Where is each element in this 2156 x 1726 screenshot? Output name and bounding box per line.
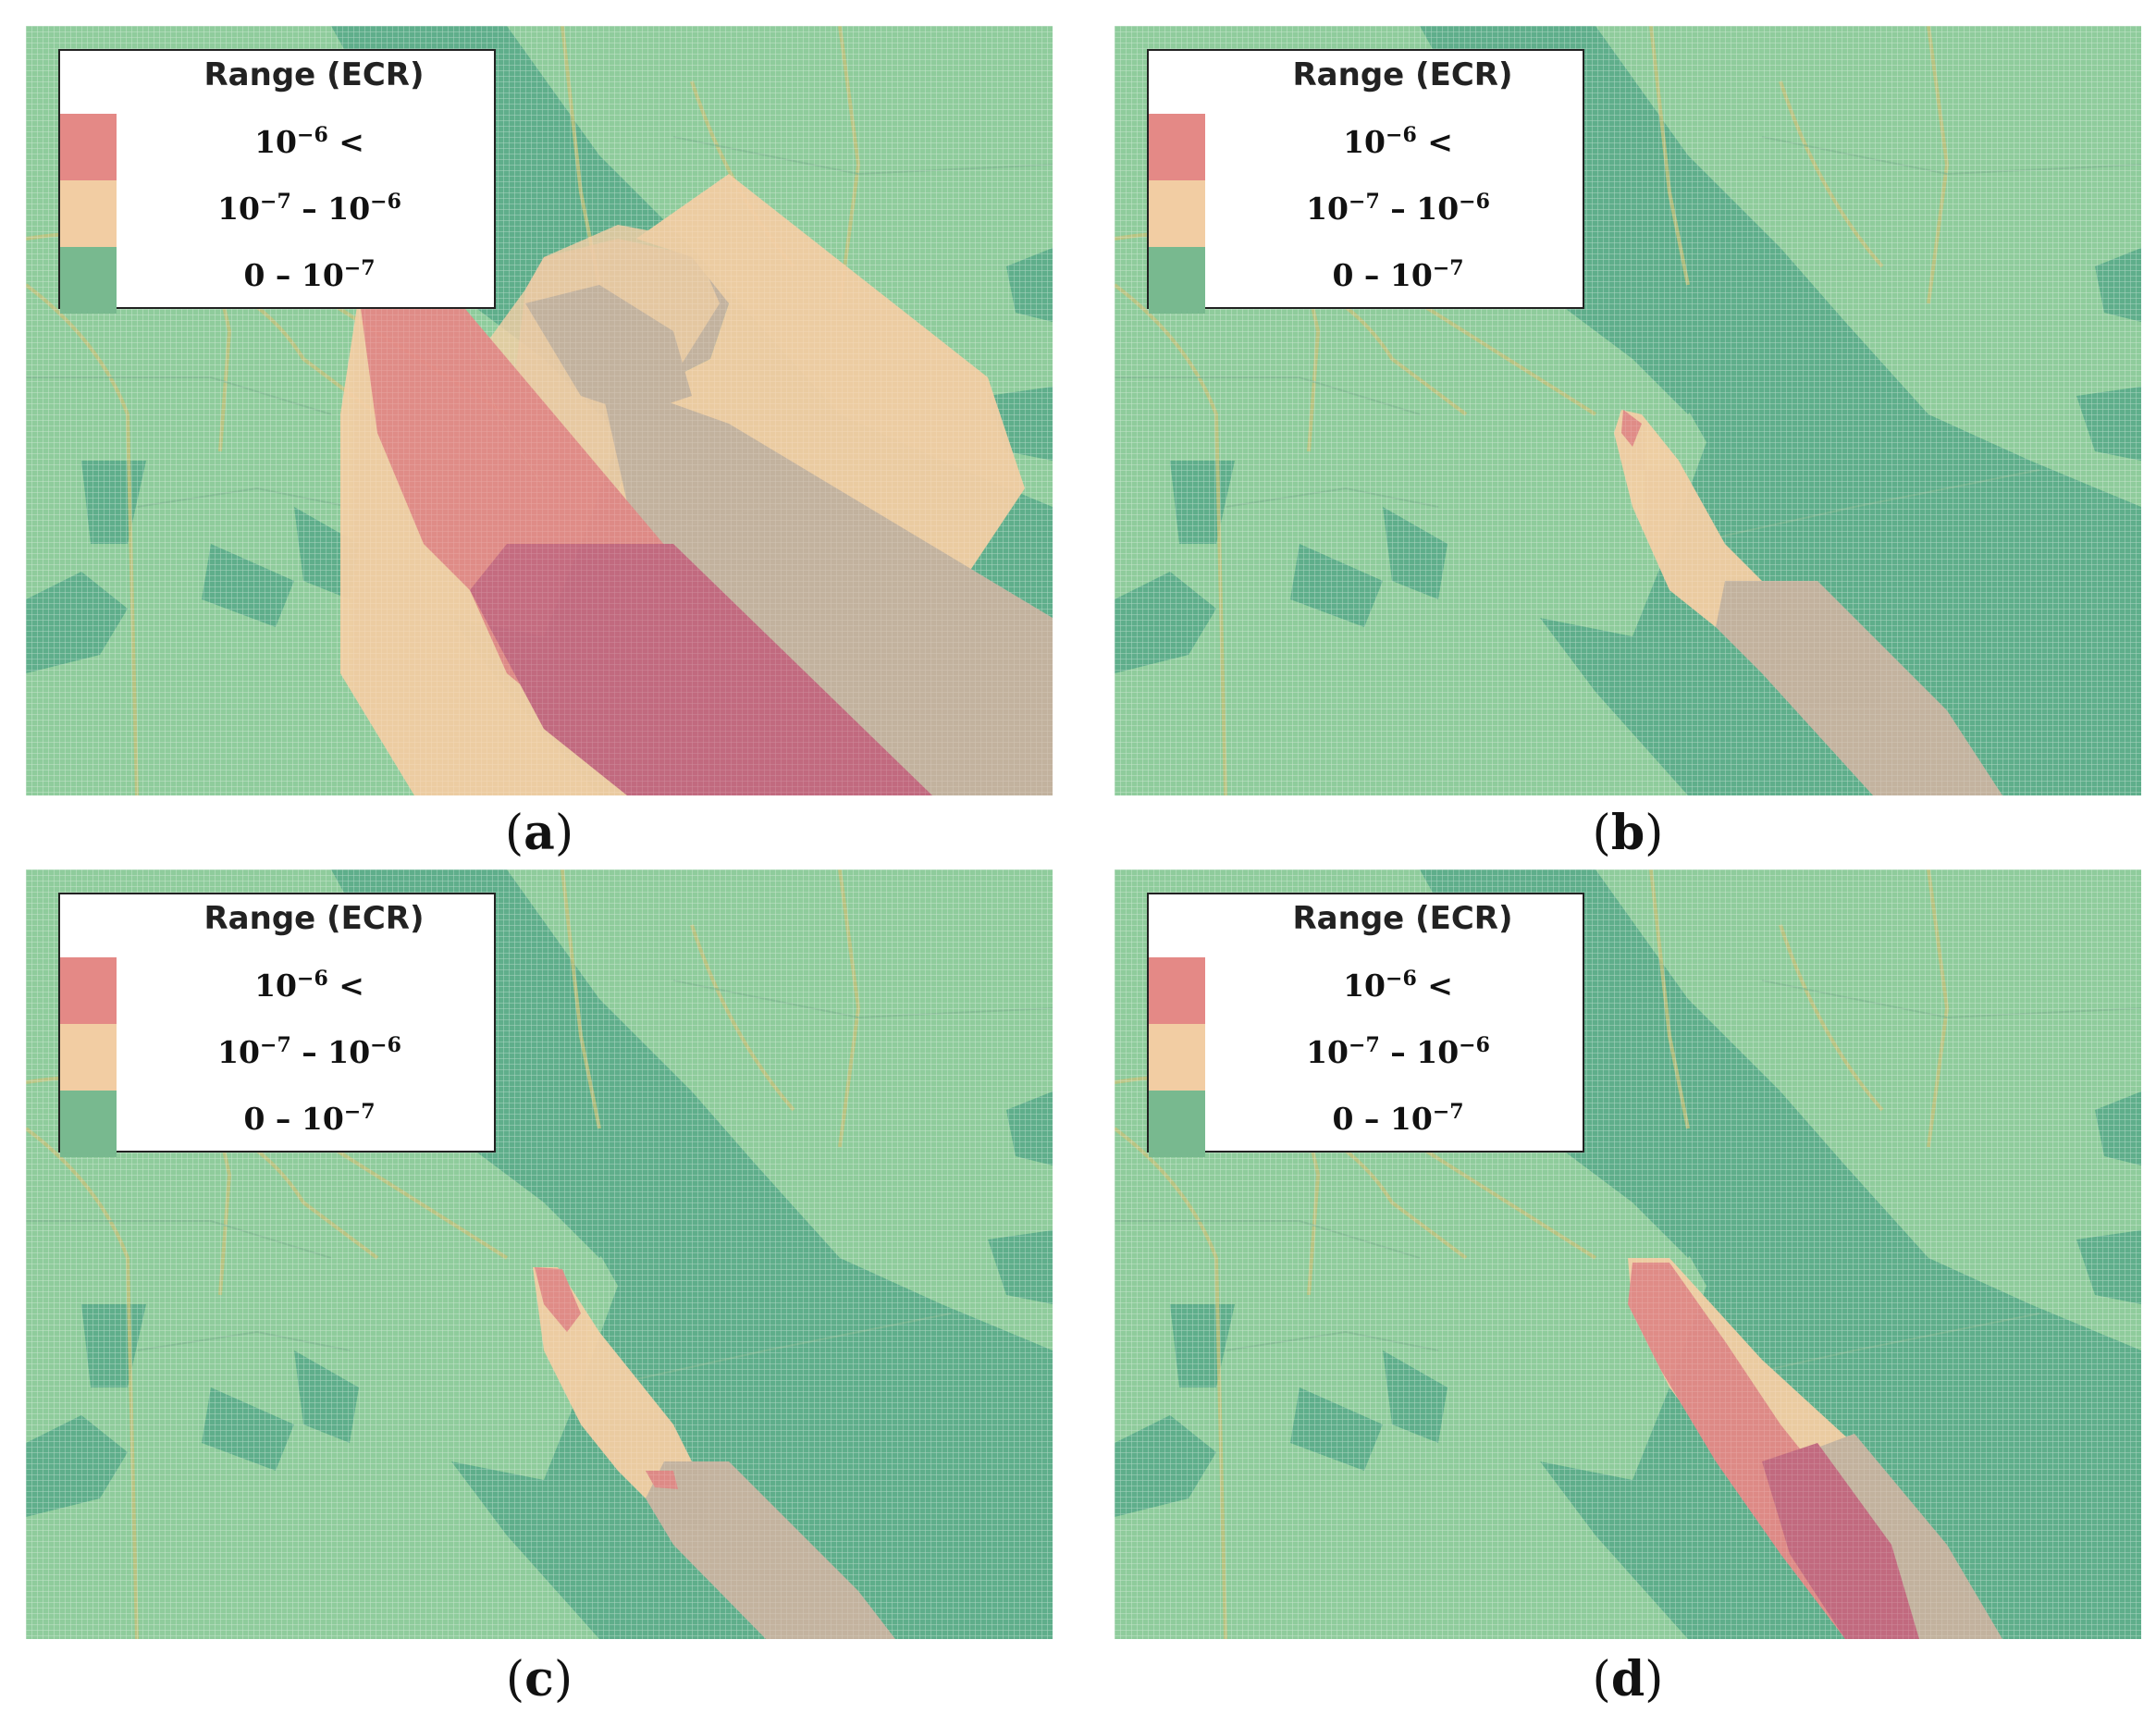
legend: Range (ECR) 10−6 < 10−7 – 10−6 0 – 10−7: [1147, 49, 1584, 314]
legend-swatch-mid: [1149, 180, 1205, 247]
legend-swatch-high: [60, 114, 117, 180]
legend-label-high: 10−6 <: [1343, 967, 1453, 1004]
legend: Range (ECR) 10−6 < 10−7 – 10−6 0 – 10−7: [1147, 893, 1584, 1157]
caption-d: (d): [1592, 1651, 1664, 1708]
caption-a: (a): [504, 805, 574, 861]
caption-b: (b): [1592, 805, 1664, 861]
legend-label-low: 0 – 10−7: [243, 256, 376, 293]
legend-label-mid: 10−7 – 10−6: [217, 190, 401, 227]
legend-swatch-low: [60, 1091, 117, 1157]
legend-label-mid: 10−7 – 10−6: [1306, 190, 1490, 227]
legend-label-mid: 10−7 – 10−6: [217, 1033, 401, 1070]
map-panel-b: Range (ECR) 10−6 < 10−7 – 10−6 0 – 10−7: [1115, 26, 2141, 795]
legend-title: Range (ECR): [203, 900, 425, 937]
legend-swatch-high: [60, 957, 117, 1024]
legend-swatch-mid: [1149, 1024, 1205, 1091]
legend-label-high: 10−6 <: [254, 123, 364, 160]
caption-c: (c): [505, 1651, 573, 1708]
map-svg-c: [26, 869, 1053, 1639]
map-panel-a: Range (ECR) 10−6 < 10−7 – 10−6 0 – 10−7: [26, 26, 1053, 795]
legend-swatch-mid: [60, 180, 117, 247]
legend-label-high: 10−6 <: [254, 967, 364, 1004]
legend-label-low: 0 – 10−7: [1332, 256, 1464, 293]
legend-swatch-low: [1149, 247, 1205, 314]
map-panel-c: Range (ECR) 10−6 < 10−7 – 10−6 0 – 10−7: [26, 869, 1053, 1639]
legend-swatch-mid: [60, 1024, 117, 1091]
legend-swatch-low: [60, 247, 117, 314]
legend-swatch-low: [1149, 1091, 1205, 1157]
map-panel-d: Range (ECR) 10−6 < 10−7 – 10−6 0 – 10−7: [1115, 869, 2141, 1639]
legend-title: Range (ECR): [1292, 900, 1513, 937]
legend-label-low: 0 – 10−7: [1332, 1100, 1464, 1137]
map-svg-b: [1115, 26, 2141, 795]
legend-label-mid: 10−7 – 10−6: [1306, 1033, 1490, 1070]
legend: Range (ECR) 10−6 < 10−7 – 10−6 0 – 10−7: [58, 893, 496, 1157]
legend-title: Range (ECR): [203, 56, 425, 93]
legend-swatch-high: [1149, 957, 1205, 1024]
map-svg-a: [26, 26, 1053, 795]
legend-swatch-high: [1149, 114, 1205, 180]
legend-label-low: 0 – 10−7: [243, 1100, 376, 1137]
legend: Range (ECR) 10−6 < 10−7 – 10−6 0 – 10−7: [58, 49, 496, 314]
legend-title: Range (ECR): [1292, 56, 1513, 93]
legend-label-high: 10−6 <: [1343, 123, 1453, 160]
